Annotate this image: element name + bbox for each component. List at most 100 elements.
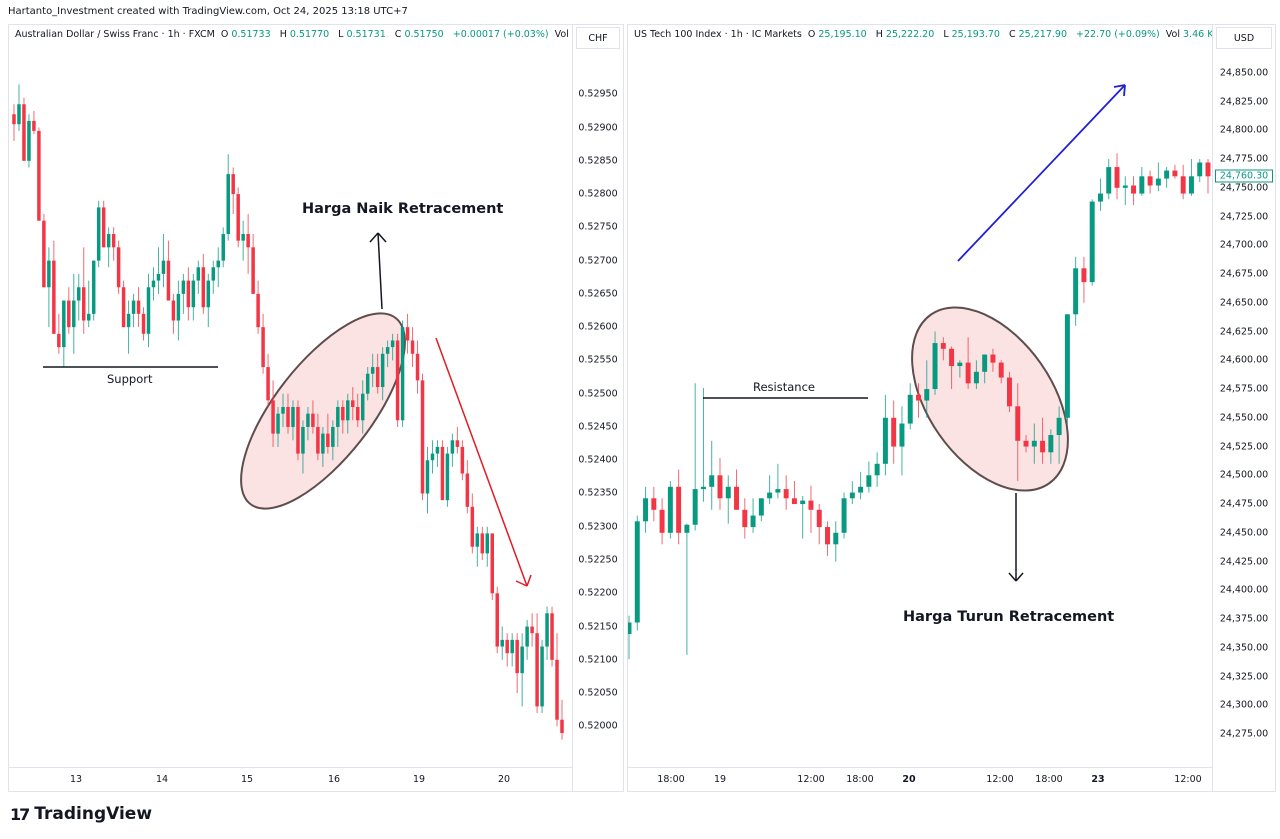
change-value: +22.70 (+0.09%) [1076, 29, 1160, 40]
price-tick: 0.52800 [578, 188, 618, 200]
price-tick: 24,500.00 [1219, 469, 1269, 481]
price-tick: 24,475.00 [1219, 498, 1269, 510]
price-tick: 0.52050 [578, 687, 618, 699]
time-tick: 14 [155, 774, 169, 785]
price-tick: 24,575.00 [1219, 383, 1269, 395]
time-tick: 18:00 [846, 774, 874, 785]
time-tick: 19 [713, 774, 727, 785]
audchf-time-axis[interactable]: 13 14 15 16 19 20 [9, 767, 572, 792]
price-tick: 24,850.00 [1219, 67, 1269, 79]
price-tick: 0.52400 [578, 454, 618, 466]
price-tick: 24,375.00 [1219, 613, 1269, 625]
time-tick: 12:00 [986, 774, 1014, 785]
open-value: 0.51733 [231, 29, 271, 40]
up-trend-arrow [957, 84, 1126, 262]
price-tick: 24,825.00 [1219, 96, 1269, 108]
price-tick: 0.52900 [578, 122, 618, 134]
time-tick: 13 [69, 774, 83, 785]
up-arrow-shaft [377, 232, 383, 310]
price-tick: 24,725.00 [1219, 211, 1269, 223]
currency-chf[interactable]: CHF [576, 27, 620, 49]
price-tick: 24,350.00 [1219, 642, 1269, 654]
price-tick: 0.52000 [578, 720, 618, 732]
nas100-legend: US Tech 100 Index · 1h · IC Markets O 25,… [634, 29, 1214, 40]
price-tick: 0.52700 [578, 255, 618, 267]
up-arrow-head [369, 232, 379, 243]
support-label: Support [107, 372, 153, 386]
price-tick: 24,775.00 [1219, 153, 1269, 165]
price-tick: 0.52150 [578, 621, 618, 633]
high-value: 25,222.20 [885, 29, 935, 40]
price-tick: 0.52850 [578, 155, 618, 167]
last-price-tag: 24,760.30 [1215, 169, 1273, 183]
price-tick: 24,425.00 [1219, 556, 1269, 568]
high-value: 0.51770 [289, 29, 330, 40]
price-tick: 24,275.00 [1219, 728, 1269, 740]
price-tick: 0.52650 [578, 288, 618, 300]
price-tick: 0.52250 [578, 554, 618, 566]
price-tick: 24,400.00 [1219, 584, 1269, 596]
price-tick: 24,525.00 [1219, 441, 1269, 453]
low-value: 25,193.70 [951, 29, 1000, 40]
price-tick: 24,675.00 [1219, 268, 1269, 280]
currency-usd[interactable]: USD [1216, 27, 1272, 49]
price-tick: 0.52100 [578, 654, 618, 666]
time-tick: 18:00 [657, 774, 685, 785]
up-trend-arrow-head [1113, 84, 1126, 88]
down-arrow-head [1015, 572, 1024, 582]
nas100-time-axis[interactable]: 18:00 19 12:00 18:00 20 12:00 18:00 23 12:00 [628, 767, 1213, 792]
time-tick: 23 [1091, 774, 1105, 785]
low-value: 0.51731 [346, 29, 386, 40]
down-arrow-head [1008, 572, 1017, 582]
time-tick: 12:00 [1174, 774, 1202, 785]
retracement-ellipse [240, 312, 406, 510]
audchf-chart-pane[interactable]: Australian Dollar / Swiss Franc · 1h · F… [8, 24, 602, 792]
symbol-title: Australian Dollar / Swiss Franc · 1h · F… [15, 29, 215, 40]
time-tick: 20 [902, 774, 916, 785]
time-tick: 20 [497, 774, 511, 785]
price-tick: 24,300.00 [1219, 699, 1269, 711]
time-tick: 12:00 [797, 774, 825, 785]
price-tick: 24,325.00 [1219, 671, 1269, 683]
price-tick: 0.52200 [578, 587, 618, 599]
tradingview-logo: 17 TradingView [10, 804, 152, 824]
audchf-candles [12, 84, 564, 740]
price-tick: 24,600.00 [1219, 354, 1269, 366]
harga-turun-annotation: Harga Turun Retracement [903, 609, 1115, 625]
tradingview-wordmark: TradingView [34, 804, 153, 824]
price-tick: 24,650.00 [1219, 297, 1269, 309]
price-tick: 0.52350 [578, 487, 618, 499]
close-value: 25,217.90 [1018, 29, 1067, 40]
chart-credit: Hartanto_Investment created with Trading… [8, 6, 408, 17]
price-tick: 24,550.00 [1219, 412, 1269, 424]
time-tick: 16 [327, 774, 341, 785]
price-tick: 0.52750 [578, 221, 618, 233]
price-tick: 0.52550 [578, 354, 618, 366]
price-tick: 24,625.00 [1219, 326, 1269, 338]
down-trend-arrow-head [526, 574, 532, 587]
price-tick: 0.52450 [578, 421, 618, 433]
symbol-title: US Tech 100 Index · 1h · IC Markets [634, 29, 802, 40]
nas100-chart-pane[interactable]: US Tech 100 Index · 1h · IC Markets O 25,… [627, 24, 1214, 792]
close-value: 0.51750 [404, 29, 444, 40]
price-tick: 0.52600 [578, 321, 618, 333]
change-value: +0.00017 (+0.03%) [452, 29, 549, 40]
tradingview-logo-icon: 17 [10, 804, 30, 824]
price-tick: 24,750.00 [1219, 182, 1269, 194]
price-tick: 24,450.00 [1219, 527, 1269, 539]
up-arrow-head [377, 232, 387, 243]
time-tick: 15 [240, 774, 254, 785]
price-tick: 0.52950 [578, 88, 618, 100]
price-tick: 0.52500 [578, 388, 618, 400]
nas100-candles [628, 84, 1211, 660]
nas100-price-axis[interactable]: USD 24,850.00 24,825.00 24,800.00 24,775.00… [1212, 24, 1276, 792]
resistance-label: Resistance [753, 380, 815, 394]
up-trend-arrow-head [1123, 84, 1126, 97]
audchf-price-axis[interactable]: CHF 0.52950 0.52900 0.52850 0.52800 0.52750 0… [572, 24, 624, 792]
open-value: 25,195.10 [818, 29, 867, 40]
harga-naik-annotation: Harga Naik Retracement [302, 201, 504, 217]
down-trend-arrow-head [515, 580, 528, 587]
price-tick: 0.52300 [578, 521, 618, 533]
price-tick: 24,800.00 [1219, 124, 1269, 136]
time-tick: 19 [412, 774, 426, 785]
